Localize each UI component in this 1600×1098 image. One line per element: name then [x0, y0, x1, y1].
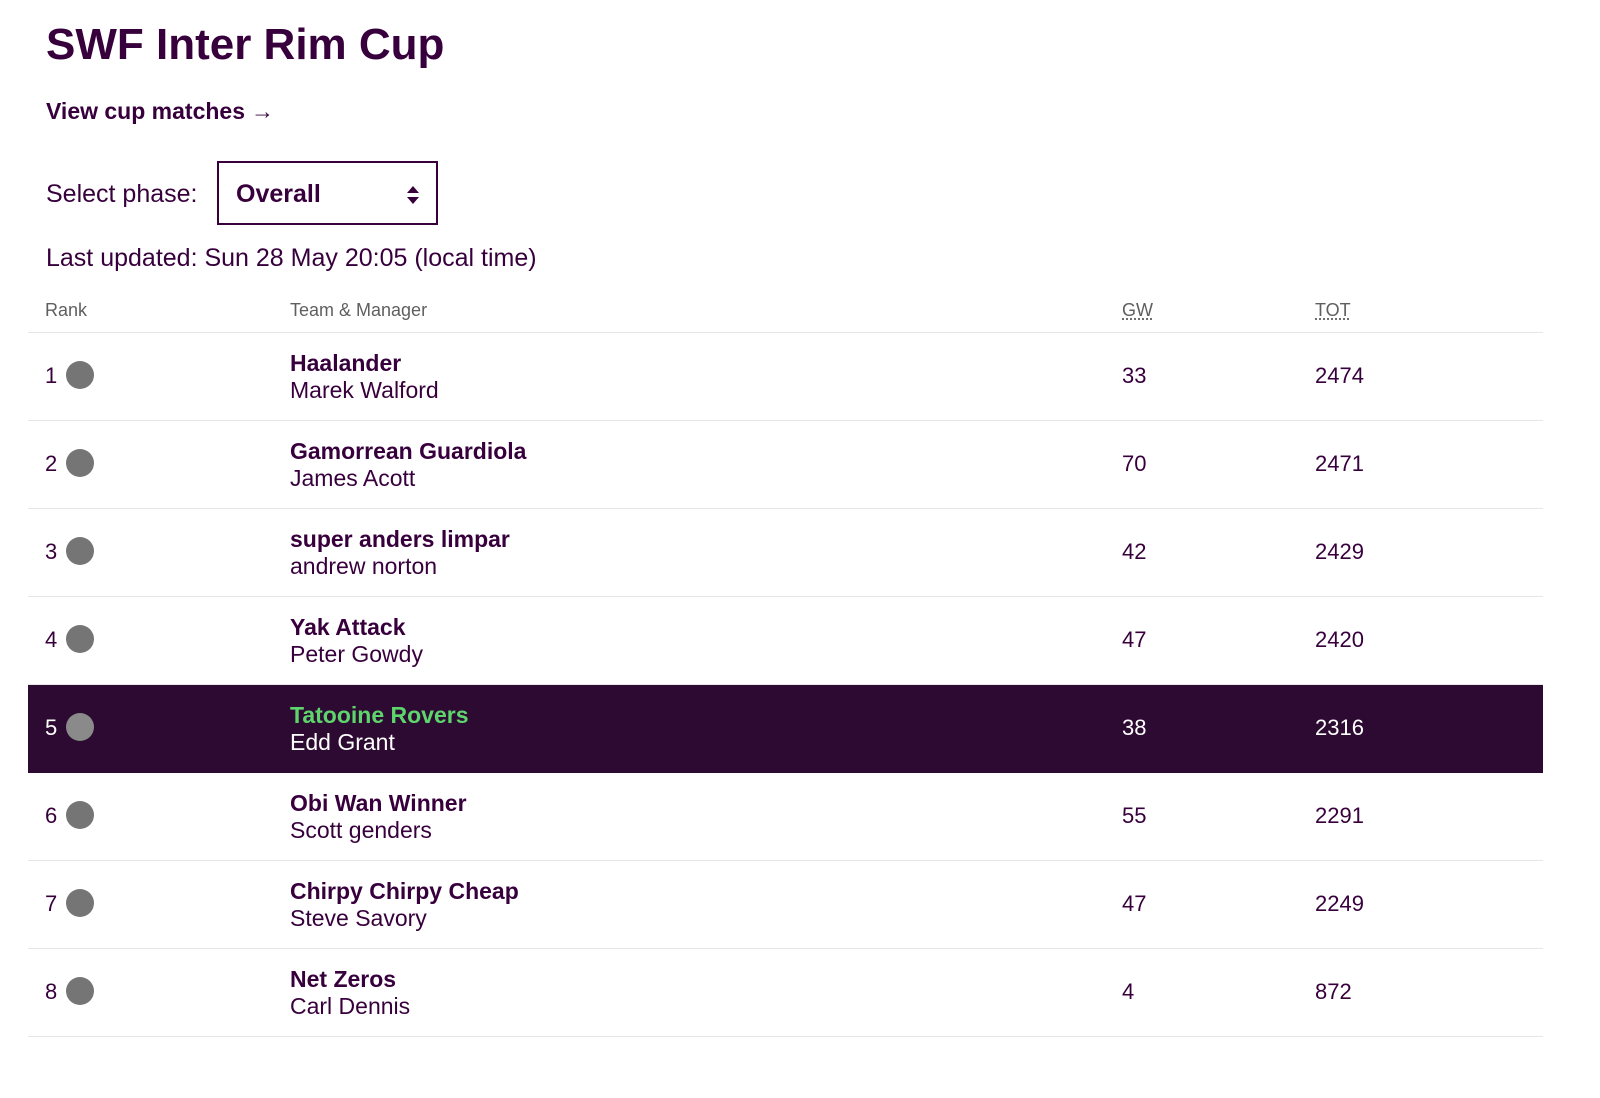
table-row[interactable]: 6 Obi Wan Winner Scott genders 55 2291 [28, 773, 1543, 861]
manager-name: andrew norton [290, 553, 438, 579]
total-points: 872 [1315, 979, 1352, 1004]
rank-value: 2 [45, 451, 58, 476]
team-name-link[interactable]: Chirpy Chirpy Cheap [290, 878, 519, 904]
select-phase-label: Select phase: [46, 180, 198, 208]
team-name-link[interactable]: Yak Attack [290, 614, 406, 640]
table-row[interactable]: 8 Net Zeros Carl Dennis 4 872 [28, 949, 1543, 1037]
phase-select[interactable]: Overall [217, 161, 438, 225]
standings-table: Rank Team & Manager GW TOT 1 Haalander M… [28, 290, 1543, 1037]
table-row[interactable]: 4 Yak Attack Peter Gowdy 47 2420 [28, 597, 1543, 685]
gw-points: 47 [1122, 627, 1147, 652]
movement-dot-icon [66, 537, 94, 565]
movement-dot-icon [66, 889, 94, 917]
team-name-link[interactable]: Net Zeros [290, 966, 397, 992]
table-header: Rank Team & Manager GW TOT [28, 290, 1543, 333]
rank-value: 5 [45, 715, 58, 740]
select-caret-icon [407, 186, 419, 204]
column-header-team-manager: Team & Manager [290, 300, 428, 320]
manager-name: Steve Savory [290, 905, 427, 931]
movement-dot-icon [66, 361, 94, 389]
view-cup-matches-label: View cup matches [46, 98, 245, 124]
manager-name: Marek Walford [290, 377, 439, 403]
rank-value: 1 [45, 363, 58, 388]
table-row[interactable]: 1 Haalander Marek Walford 33 2474 [28, 333, 1543, 421]
column-header-rank: Rank [45, 300, 88, 320]
movement-dot-icon [66, 977, 94, 1005]
team-name-link[interactable]: Tatooine Rovers [290, 702, 469, 728]
gw-points: 47 [1122, 891, 1147, 916]
manager-name: James Acott [290, 465, 416, 491]
gw-points: 4 [1122, 979, 1135, 1004]
phase-select-value: Overall [236, 180, 321, 208]
gw-points: 38 [1122, 715, 1147, 740]
rank-value: 8 [45, 979, 58, 1004]
table-row[interactable]: 3 super anders limpar andrew norton 42 2… [28, 509, 1543, 597]
team-name-link[interactable]: Gamorrean Guardiola [290, 438, 527, 464]
rank-value: 7 [45, 891, 58, 916]
team-name-link[interactable]: Haalander [290, 350, 402, 376]
manager-name: Carl Dennis [290, 993, 411, 1019]
manager-name: Peter Gowdy [290, 641, 423, 667]
last-updated-text: Last updated: Sun 28 May 20:05 (local ti… [46, 244, 537, 272]
total-points: 2471 [1315, 451, 1364, 476]
rank-value: 4 [45, 627, 58, 652]
gw-points: 42 [1122, 539, 1147, 564]
total-points: 2249 [1315, 891, 1364, 916]
team-name-link[interactable]: super anders limpar [290, 526, 510, 552]
total-points: 2316 [1315, 715, 1364, 740]
movement-dot-icon [66, 625, 94, 653]
total-points: 2429 [1315, 539, 1364, 564]
gw-points: 70 [1122, 451, 1147, 476]
arrow-right-icon: → [251, 98, 274, 124]
manager-name: Edd Grant [290, 729, 395, 755]
table-row-current-user[interactable]: 5 Tatooine Rovers Edd Grant 38 2316 [28, 685, 1543, 773]
manager-name: Scott genders [290, 817, 432, 843]
column-header-gw: GW [1122, 300, 1153, 320]
gw-points: 33 [1122, 363, 1147, 388]
total-points: 2474 [1315, 363, 1364, 388]
total-points: 2291 [1315, 803, 1364, 828]
table-row[interactable]: 2 Gamorrean Guardiola James Acott 70 247… [28, 421, 1543, 509]
gw-points: 55 [1122, 803, 1147, 828]
page-title: SWF Inter Rim Cup [46, 20, 445, 69]
column-header-tot: TOT [1315, 300, 1351, 320]
movement-dot-icon [66, 801, 94, 829]
rank-value: 3 [45, 539, 58, 564]
rank-value: 6 [45, 803, 58, 828]
team-name-link[interactable]: Obi Wan Winner [290, 790, 467, 816]
table-row[interactable]: 7 Chirpy Chirpy Cheap Steve Savory 47 22… [28, 861, 1543, 949]
view-cup-matches-link[interactable]: View cup matches → [46, 98, 274, 125]
movement-dot-icon [66, 449, 94, 477]
movement-dot-icon [66, 713, 94, 741]
total-points: 2420 [1315, 627, 1364, 652]
